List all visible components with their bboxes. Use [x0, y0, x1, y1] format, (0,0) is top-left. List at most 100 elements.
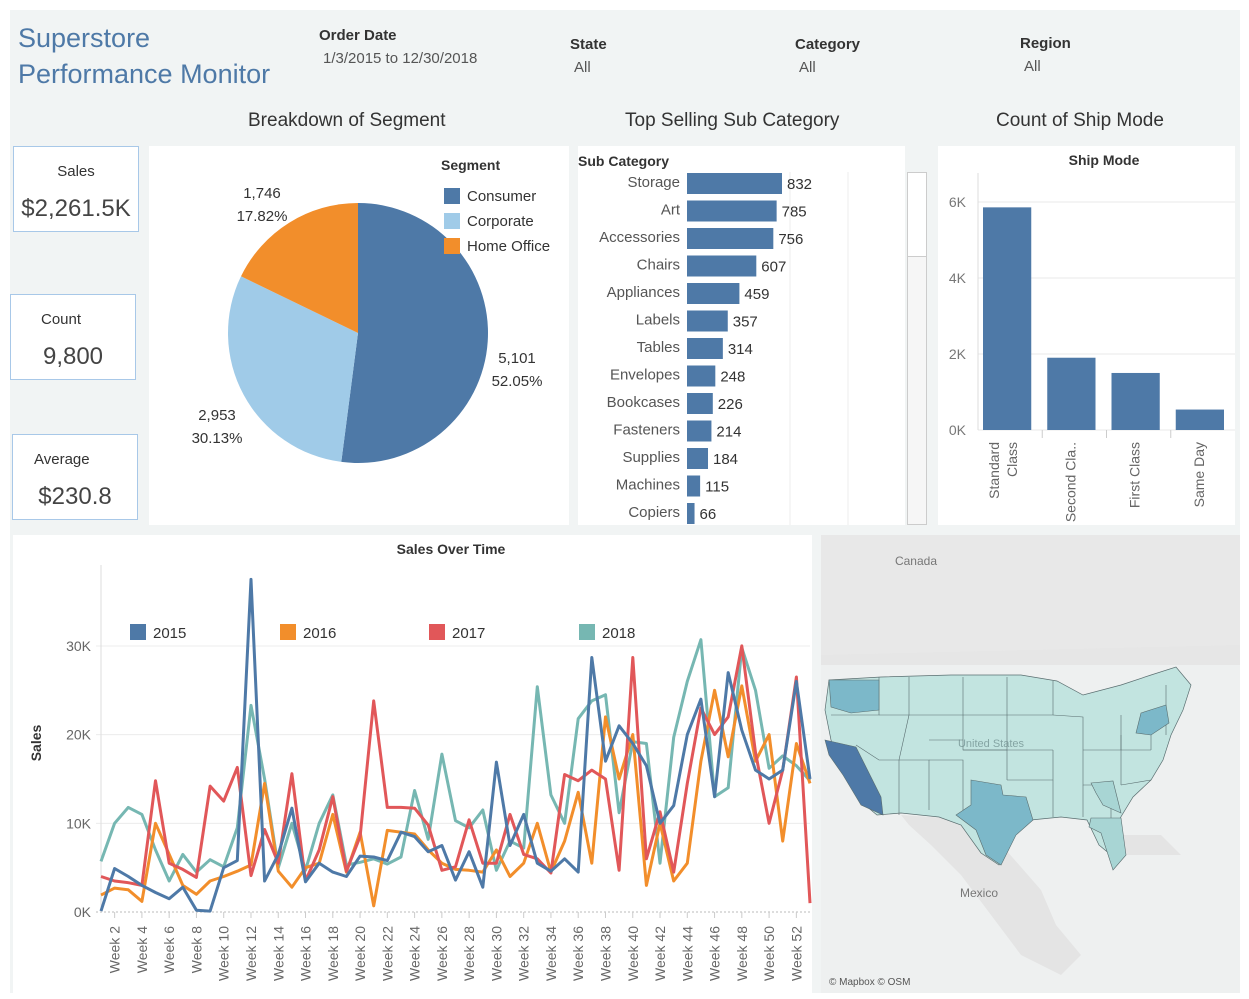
y-tick-label: 0K	[949, 422, 967, 438]
y-tick-label: 20K	[66, 727, 92, 743]
subcategory-bar[interactable]	[687, 503, 695, 524]
state-new-york[interactable]	[1135, 704, 1170, 736]
x-tick-label: Week 36	[570, 926, 586, 981]
subcategory-bar[interactable]	[687, 228, 774, 249]
subcategory-bar-panel: Sub Category Storage 832 Art 785 Accessories…	[578, 146, 905, 525]
legend-label[interactable]: 2016	[303, 625, 336, 642]
subcategory-bar[interactable]	[687, 200, 777, 222]
subcategory-label[interactable]: Tables	[637, 339, 680, 356]
map-label-canada: Canada	[895, 554, 937, 568]
subcategory-value-label: 756	[778, 231, 803, 248]
mexico-land	[901, 815, 1081, 975]
subcategory-bar[interactable]	[687, 283, 740, 304]
subcategory-label[interactable]: Supplies	[622, 449, 680, 466]
legend-swatch[interactable]	[444, 213, 460, 229]
legend-swatch[interactable]	[429, 624, 445, 640]
filter-value[interactable]: All	[1024, 58, 1041, 75]
filter-value[interactable]: 1/3/2015 to 12/30/2018	[323, 50, 478, 67]
subcategory-bar[interactable]	[687, 475, 701, 497]
line-chart-ylabel: Sales	[28, 724, 44, 761]
subcategory-label[interactable]: Copiers	[628, 504, 680, 521]
subcategory-label[interactable]: Bookcases	[607, 394, 680, 411]
subcategory-label[interactable]: Chairs	[637, 257, 680, 274]
sales-line-2018[interactable]	[99, 638, 812, 883]
x-tick-label: Week 22	[379, 926, 395, 981]
legend-swatch[interactable]	[444, 238, 460, 254]
subcategory-label[interactable]: Labels	[636, 312, 680, 329]
filter-value[interactable]: All	[799, 59, 816, 76]
sales-line-2017[interactable]	[100, 644, 812, 904]
legend-label[interactable]: 2017	[452, 625, 485, 642]
shipmode-bar-chart: Ship Mode 0K 2K 4K 6K Standard Class Second C…	[949, 152, 1235, 522]
shipmode-category-label[interactable]: Class	[1004, 442, 1020, 477]
x-tick-label: Week 38	[597, 926, 613, 981]
segment-section-title: Breakdown of Segment	[248, 110, 446, 131]
shipmode-bar[interactable]	[1175, 409, 1224, 430]
subcategory-label[interactable]: Envelopes	[610, 367, 680, 384]
shipmode-category-label[interactable]: First Class	[1127, 442, 1143, 508]
shipmode-category-label[interactable]: Standard	[986, 442, 1002, 499]
title-line-2: Performance Monitor	[18, 59, 271, 89]
subcategory-bar[interactable]	[687, 393, 713, 414]
shipmode-bar[interactable]	[1111, 372, 1160, 430]
subcategory-bar[interactable]	[687, 420, 712, 442]
canada-shape	[821, 535, 1240, 655]
subcategory-bar[interactable]	[687, 365, 716, 387]
pie-percent-label: 30.13%	[192, 430, 243, 447]
subcategory-label[interactable]: Appliances	[607, 284, 680, 301]
state-florida[interactable]	[1088, 817, 1127, 871]
filter-state[interactable]: State All	[570, 36, 607, 76]
filter-label: Region	[1020, 35, 1071, 52]
sales-line-2015[interactable]	[99, 577, 812, 913]
filter-label: Order Date	[319, 27, 397, 44]
state-california[interactable]	[824, 739, 884, 816]
shipmode-category-label[interactable]: Same Day	[1191, 442, 1207, 507]
subcategory-label[interactable]: Fasteners	[613, 422, 680, 439]
pie-slice[interactable]	[241, 203, 358, 333]
us-state-map[interactable]: Canada United States Mexico © Mapbox © O…	[821, 535, 1240, 993]
shipmode-section-title: Count of Ship Mode	[996, 110, 1164, 131]
filter-category[interactable]: Category All	[795, 36, 860, 76]
kpi-value: $230.8	[38, 483, 112, 510]
filter-value[interactable]: All	[574, 59, 591, 76]
legend-label[interactable]: Consumer	[467, 188, 536, 205]
us-map-panel[interactable]: Canada United States Mexico © Mapbox © O…	[821, 535, 1240, 993]
legend-label[interactable]: 2018	[602, 625, 635, 642]
subcategory-bar[interactable]	[687, 310, 728, 332]
subcategory-label[interactable]: Machines	[616, 477, 680, 494]
shipmode-bar[interactable]	[1047, 357, 1096, 430]
legend-swatch[interactable]	[579, 624, 595, 640]
legend-swatch[interactable]	[130, 624, 146, 640]
pie-slice[interactable]	[341, 203, 489, 463]
legend-label[interactable]: Corporate	[467, 213, 534, 230]
subcategory-bar[interactable]	[687, 173, 782, 194]
x-tick-label: Week 40	[625, 926, 641, 981]
pie-slice[interactable]	[228, 276, 358, 462]
legend-swatch[interactable]	[444, 188, 460, 204]
legend-label[interactable]: 2015	[153, 625, 186, 642]
subcategory-bar[interactable]	[687, 338, 723, 359]
filter-order-date[interactable]: Order Date 1/3/2015 to 12/30/2018	[319, 27, 477, 67]
gulf-coast-land	[1121, 835, 1181, 855]
map-attribution[interactable]: © Mapbox © OSM	[829, 977, 910, 988]
dashboard: Superstore Performance Monitor Order Dat…	[10, 10, 1240, 993]
state-georgia[interactable]	[1090, 780, 1122, 814]
subcategory-bar[interactable]	[687, 255, 757, 277]
subcategory-label[interactable]: Storage	[627, 174, 680, 191]
legend-label[interactable]: Home Office	[467, 238, 550, 255]
subcategory-label[interactable]: Art	[661, 202, 681, 219]
scrollbar-thumb[interactable]	[908, 173, 926, 257]
subcategory-scrollbar[interactable]	[907, 172, 927, 525]
subcategory-label[interactable]: Accessories	[599, 229, 680, 246]
pie-legend-title: Segment	[441, 157, 500, 173]
state-washington[interactable]	[828, 679, 880, 714]
state-texas[interactable]	[955, 779, 1034, 866]
shipmode-category-label[interactable]: Second Cla..	[1062, 442, 1078, 522]
legend-swatch[interactable]	[280, 624, 296, 640]
subcategory-bar[interactable]	[687, 448, 709, 469]
filter-region[interactable]: Region All	[1020, 35, 1071, 75]
filter-label: Category	[795, 36, 861, 53]
y-tick-label: 4K	[949, 270, 967, 286]
shipmode-bar[interactable]	[983, 207, 1032, 430]
y-tick-label: 6K	[949, 194, 967, 210]
